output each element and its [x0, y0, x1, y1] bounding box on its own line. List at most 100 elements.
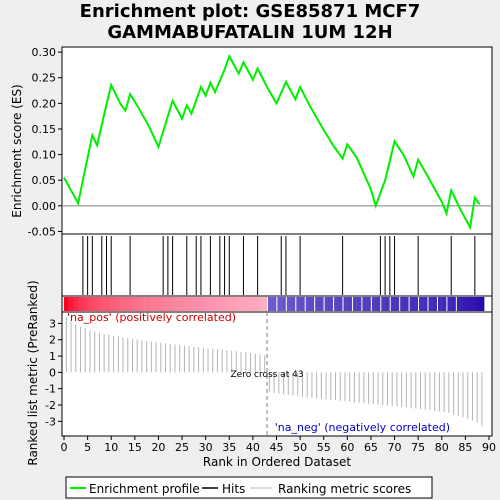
rank-color-cell [375, 297, 381, 311]
rank-color-cell [300, 297, 305, 311]
rank-color-cell [333, 297, 338, 311]
rank-color-cell [115, 297, 121, 311]
rank-color-cell [290, 297, 296, 311]
rank-color-cell [455, 297, 461, 311]
rank-color-gap [351, 297, 353, 311]
es-y-tick-label: 0.05 [32, 174, 57, 187]
rank-color-gap [408, 297, 410, 311]
es-y-tick-label: 0.25 [32, 72, 57, 85]
rank-color-cell [399, 297, 405, 311]
x-tick-label: 50 [293, 441, 307, 454]
rank-color-cell [323, 297, 329, 311]
rank-color-cell [318, 297, 324, 311]
rank-color-cell [238, 297, 244, 311]
rank-color-cell [304, 297, 310, 311]
rank-color-cell [418, 297, 423, 311]
rank-color-cell [441, 297, 447, 311]
x-tick-label: 80 [435, 441, 449, 454]
rank-color-cell [413, 297, 419, 311]
rank-color-cell [314, 297, 320, 311]
rank-color-cell [342, 297, 348, 311]
rank-color-cell [125, 297, 131, 311]
rank-color-cell [351, 297, 357, 311]
rank-color-cell [252, 297, 258, 311]
rank-color-cell [196, 297, 202, 311]
rank-color-gap [323, 297, 325, 311]
rank-color-cell [366, 297, 372, 311]
es-y-tick-label: 0.20 [32, 97, 57, 110]
legend-entry-profile: Enrichment profile [89, 482, 200, 496]
rank-color-cell [229, 297, 235, 311]
rank-color-cell [186, 297, 192, 311]
rank-color-cell [266, 297, 272, 311]
rank-color-cell [96, 297, 102, 311]
rank-color-cell [309, 297, 315, 311]
legend-box [65, 476, 433, 499]
rank-color-cell [408, 297, 414, 311]
x-tick-label: 85 [458, 441, 472, 454]
rank-color-cell [281, 297, 287, 311]
rank-color-cell [389, 297, 395, 311]
rank-color-cell [200, 297, 206, 311]
rank-color-cell [233, 297, 239, 311]
rank-color-cell [276, 297, 282, 311]
chart-title-line-2: GAMMABUFATALIN 1UM 12H [107, 22, 393, 43]
x-tick-label: 25 [175, 441, 189, 454]
rank-color-cell [295, 297, 301, 311]
rank-color-cell [356, 297, 362, 311]
ranking-y-tick-label: -2 [45, 399, 56, 412]
es-y-axis: -0.05 0.00 0.05 0.10 0.15 0.20 0.25 0.30 [28, 46, 62, 238]
es-y-axis-label: Enrichment score (ES) [10, 84, 24, 217]
rank-color-cell [285, 297, 291, 311]
es-y-tick-label: -0.05 [28, 225, 56, 238]
rank-color-cell [432, 297, 438, 311]
negative-correlation-label: 'na_neg' (negatively correlated) [275, 421, 450, 434]
rank-color-cell [73, 297, 79, 311]
zero-cross-label: Zero cross at 43 [230, 370, 303, 380]
rank-color-gap [361, 297, 363, 311]
rank-color-cell [262, 297, 268, 311]
x-tick-label: 5 [84, 441, 91, 454]
x-tick-label: 20 [151, 441, 165, 454]
rank-color-cell [144, 297, 150, 311]
rank-color-cell [257, 297, 263, 311]
rank-color-cell [427, 297, 433, 311]
rank-colorbar [63, 297, 485, 311]
rank-color-cell [328, 297, 334, 311]
rank-color-cell [361, 297, 367, 311]
rank-color-cell [191, 297, 197, 311]
rank-color-cell [181, 297, 187, 311]
rank-color-cell [101, 297, 107, 311]
rank-color-cell [153, 297, 159, 311]
rank-color-cell [422, 297, 428, 311]
rank-color-cell [385, 297, 390, 311]
x-tick-label: 70 [388, 441, 402, 454]
rank-color-gap [276, 297, 278, 311]
rank-color-gap [342, 297, 344, 311]
hits-panel [61, 233, 493, 297]
rank-color-cell [370, 297, 376, 311]
rank-color-cell [474, 297, 480, 311]
rank-color-gap [285, 297, 287, 311]
rank-x-axis: 0 5 10 15 20 25 30 35 40 45 50 55 60 65 70 75 80 85 90 [61, 436, 496, 454]
rank-color-cell [120, 297, 126, 311]
rank-color-cell [68, 297, 74, 311]
x-tick-label: 75 [411, 441, 425, 454]
rank-color-gap [389, 297, 391, 311]
rank-color-cell [92, 297, 98, 311]
rank-color-cell [167, 297, 173, 311]
rank-color-cell [446, 297, 452, 311]
rank-color-gap [314, 297, 316, 311]
x-tick-label: 55 [317, 441, 331, 454]
rank-color-cell [460, 297, 466, 311]
rank-color-cell [158, 297, 164, 311]
rank-color-cell [87, 297, 93, 311]
chart-title: Enrichment plot: GSE85871 MCF7 GAMMABUFA… [0, 1, 500, 43]
rank-color-gap [446, 297, 448, 311]
x-tick-label: 35 [222, 441, 236, 454]
rank-color-cell [111, 297, 117, 311]
x-tick-label: 90 [482, 441, 496, 454]
rank-color-cell [172, 297, 178, 311]
es-y-tick-label: 0.10 [32, 149, 57, 162]
rank-color-cell [148, 297, 154, 311]
